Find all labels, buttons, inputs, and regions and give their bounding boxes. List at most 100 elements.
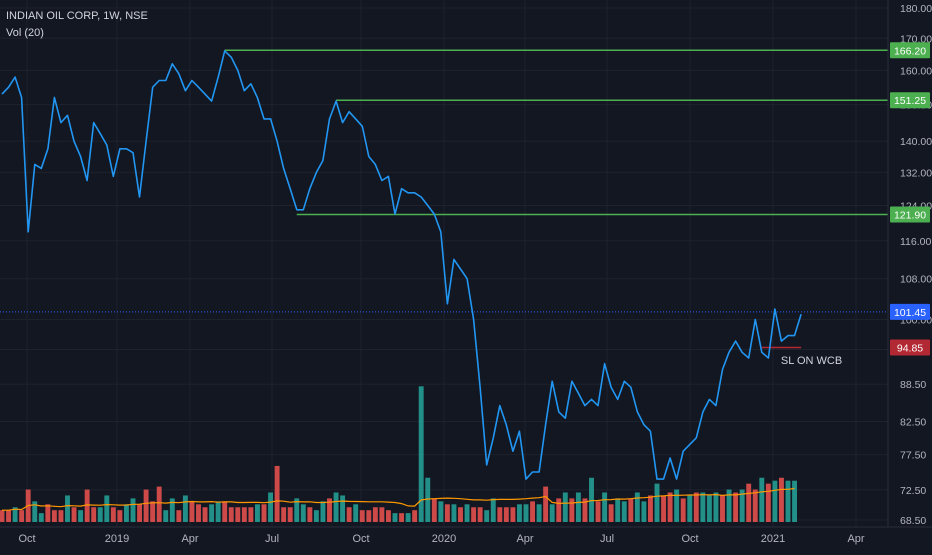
x-tick-label: Oct xyxy=(681,533,698,545)
volume-bar xyxy=(654,483,660,522)
volume-bar xyxy=(412,510,418,522)
volume-bar xyxy=(464,504,470,522)
volume-bar xyxy=(543,486,549,522)
volume-bar xyxy=(196,504,201,522)
volume-bar xyxy=(156,486,162,522)
volume-bar xyxy=(765,483,771,522)
volume-bar xyxy=(517,504,522,522)
volume-bar xyxy=(19,510,25,522)
price-level-badge xyxy=(890,206,930,223)
volume-bar xyxy=(595,501,601,522)
volume-indicator-label[interactable]: Vol (20) xyxy=(6,27,44,39)
volume-bar xyxy=(110,507,116,522)
volume-bar xyxy=(209,504,215,522)
price-level-badge xyxy=(890,339,930,356)
volume-bar xyxy=(700,492,706,522)
volume-bar xyxy=(0,510,5,522)
volume-bar xyxy=(602,492,608,522)
volume-bar xyxy=(575,492,581,522)
volume-bar xyxy=(38,513,44,522)
volume-bar xyxy=(759,477,765,522)
volume-bar xyxy=(634,492,640,522)
y-tick-label: 68.50 xyxy=(900,515,926,527)
volume-bar xyxy=(752,489,758,522)
volume-bar xyxy=(687,495,693,522)
volume-bar xyxy=(12,507,18,522)
x-tick-label: Apr xyxy=(847,533,864,545)
symbol-title[interactable]: INDIAN OIL CORP, 1W, NSE xyxy=(6,10,148,22)
volume-bar xyxy=(71,507,77,522)
volume-bar xyxy=(91,507,97,522)
volume-bar xyxy=(300,504,306,522)
y-tick-label: 116.00 xyxy=(900,236,931,248)
volume-bar xyxy=(359,510,365,522)
volume-bar xyxy=(84,489,90,522)
volume-bar xyxy=(648,495,653,522)
volume-bar xyxy=(641,501,647,522)
y-tick-label: 180.00 xyxy=(900,3,932,15)
volume-bar xyxy=(530,501,535,522)
volume-bar xyxy=(255,504,260,522)
volume-bar xyxy=(706,495,712,522)
volume-bar xyxy=(405,513,411,522)
volume-bar xyxy=(739,489,745,522)
volume-bar xyxy=(536,504,542,522)
volume-bar xyxy=(785,480,791,522)
volume-bar xyxy=(661,495,666,522)
volume-bar xyxy=(425,477,431,522)
volume-bar xyxy=(490,498,496,522)
volume-bar xyxy=(104,495,110,522)
volume-bar xyxy=(189,501,195,522)
volume-bar xyxy=(51,510,57,522)
x-tick-label: Apr xyxy=(516,533,533,545)
volume-bar xyxy=(294,498,300,522)
volume-bar xyxy=(45,504,51,522)
volume-bar xyxy=(307,507,313,522)
volume-bar xyxy=(733,492,739,522)
volume-bar xyxy=(137,504,142,522)
volume-bar xyxy=(569,498,575,522)
volume-bar xyxy=(346,507,352,522)
volume-bar xyxy=(667,492,673,522)
price-level-badge xyxy=(890,92,930,109)
y-tick-label: 88.50 xyxy=(900,379,926,391)
volume-bar xyxy=(582,498,588,522)
volume-bar xyxy=(287,507,293,522)
volume-bar xyxy=(379,507,385,522)
volume-bar xyxy=(117,510,123,522)
volume-bar xyxy=(556,498,562,522)
volume-bar xyxy=(268,492,273,522)
volume-bar xyxy=(615,498,621,522)
x-tick-label: Oct xyxy=(352,533,369,545)
volume-bar xyxy=(792,480,797,522)
volume-bar xyxy=(713,492,719,522)
volume-bar xyxy=(497,507,503,522)
volume-bar xyxy=(477,507,483,522)
price-level-label: 121.90 xyxy=(894,210,926,222)
volume-bar xyxy=(372,507,378,522)
volume-bar xyxy=(386,510,391,522)
last-price-badge xyxy=(890,303,930,320)
x-tick-label: Apr xyxy=(181,533,198,545)
volume-bar xyxy=(235,507,241,522)
price-axis-bg xyxy=(888,0,932,550)
volume-bar xyxy=(150,501,156,522)
volume-bar xyxy=(431,498,437,522)
volume-bar xyxy=(608,504,614,522)
volume-bar xyxy=(471,507,477,522)
y-tick-label: 132.00 xyxy=(900,167,932,179)
volume-bar xyxy=(143,489,149,522)
volume-bar xyxy=(182,495,188,522)
x-tick-label: Oct xyxy=(18,533,35,545)
volume-bar xyxy=(313,510,319,522)
x-tick-label: Jul xyxy=(600,533,614,545)
price-level-badge xyxy=(890,42,930,59)
price-level-label: 94.85 xyxy=(897,343,923,355)
volume-bar xyxy=(772,480,778,522)
price-level-label: 151.25 xyxy=(894,95,926,107)
volume-bar xyxy=(399,513,404,522)
volume-bar xyxy=(726,489,732,522)
annotation-label: SL ON WCB xyxy=(781,355,842,367)
